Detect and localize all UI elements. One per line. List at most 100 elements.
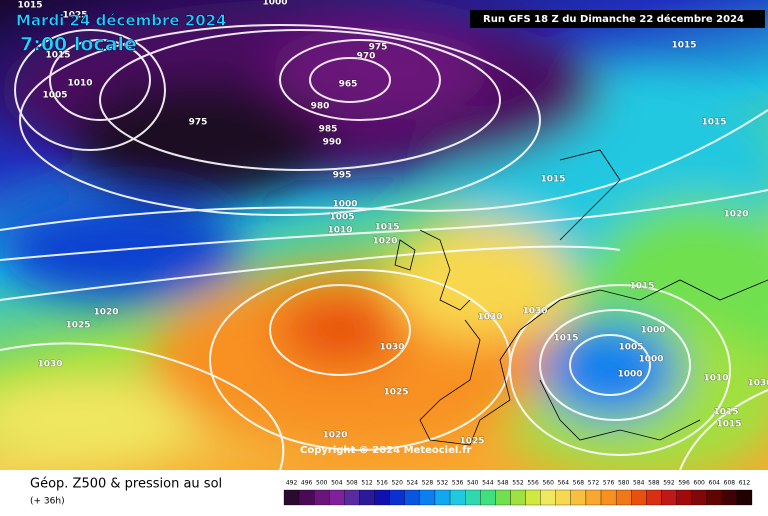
legend-swatch [646, 489, 662, 506]
isobar-label: 975 [369, 43, 388, 53]
legend-swatch [510, 489, 526, 506]
legend-swatch [374, 489, 390, 506]
legend-swatch [525, 489, 541, 506]
legend-swatch [314, 489, 330, 506]
isobar-label: 1030 [37, 360, 62, 370]
isobar-label: 1010 [327, 226, 352, 236]
legend-swatch [359, 489, 375, 506]
isobar-label: 1025 [383, 388, 408, 398]
legend-label: 500 [316, 480, 328, 487]
isobar-label: 1000 [262, 0, 287, 8]
legend-swatch [449, 489, 466, 506]
legend-label: 508 [346, 480, 358, 487]
legend-swatch [691, 489, 707, 506]
legend-label: 576 [603, 480, 615, 487]
isobar-label: 975 [189, 118, 208, 128]
isobar-label: 1020 [93, 308, 118, 318]
legend-label: 504 [331, 480, 343, 487]
legend-label: 540 [467, 480, 479, 487]
legend-label: 560 [542, 480, 554, 487]
legend-swatch [676, 489, 692, 506]
isobar-label: 1010 [67, 79, 92, 89]
legend-swatch [389, 489, 405, 506]
legend-swatch [329, 489, 345, 506]
legend-label: 556 [527, 480, 539, 487]
legend-swatch [721, 489, 738, 506]
isobar-label: 965 [339, 80, 358, 90]
isobar-label: 1030 [379, 343, 404, 353]
time: 7:00 locale [20, 34, 137, 56]
legend-swatch [585, 489, 602, 506]
isobar-label: 1025 [62, 11, 87, 21]
legend-swatch [480, 489, 496, 506]
isobar-label: 1015 [716, 420, 741, 430]
run-box [470, 10, 765, 28]
coastlines [394, 149, 768, 446]
isobar-label: 1015 [553, 334, 578, 344]
legend-label: 528 [422, 480, 434, 487]
isobar-label: 995 [333, 171, 352, 181]
isobar-label: 1010 [703, 374, 728, 384]
legend-swatch [540, 489, 556, 506]
legend-label: 592 [663, 480, 675, 487]
legend-swatch [570, 489, 587, 506]
legend-label: 608 [724, 480, 736, 487]
legend-swatch [404, 489, 421, 506]
isobar-label: 1015 [17, 1, 42, 11]
isobar-label: 970 [357, 52, 376, 62]
isobar-label: 1005 [42, 91, 67, 101]
footer-title: Géop. Z500 & pression au sol [30, 477, 222, 492]
isobar-label: 1015 [713, 408, 738, 418]
isobar-label: 1005 [618, 343, 643, 353]
legend-label: 580 [618, 480, 630, 487]
legend-swatch [615, 489, 632, 506]
isobar-label: 1015 [671, 41, 696, 51]
legend-swatch [419, 489, 436, 506]
legend-label: 512 [361, 480, 373, 487]
legend-label: 524 [407, 480, 419, 487]
legend-swatch [434, 489, 451, 506]
legend-label: 604 [709, 480, 721, 487]
isobar-label: 1000 [617, 370, 642, 380]
isobar-label: 1000 [638, 355, 663, 365]
isobar-label: 1015 [701, 118, 726, 128]
legend: 492 496 500 504 508 512 516 520 524 528 532 536 540 5… [283, 480, 753, 506]
isobar-label: 1020 [322, 431, 347, 441]
legend-swatch [495, 489, 511, 506]
isobar-label: 1015 [629, 282, 654, 292]
legend-label: 612 [739, 480, 751, 487]
legend-swatch [661, 489, 677, 506]
isobar-label: 1025 [65, 321, 90, 331]
legend-swatch [555, 489, 571, 506]
isobar-label: 985 [319, 125, 338, 135]
legend-label: 572 [588, 480, 600, 487]
footer-lead: (+ 36h) [30, 497, 65, 507]
legend-label: 568 [573, 480, 585, 487]
legend-label: 564 [558, 480, 570, 487]
legend-label: 596 [678, 480, 690, 487]
legend-label: 584 [633, 480, 645, 487]
legend-swatch [600, 489, 617, 506]
legend-label: 552 [512, 480, 524, 487]
isobar-label: 1030 [522, 307, 547, 317]
legend-swatch [298, 489, 315, 506]
isobar-label: 1020 [372, 237, 397, 247]
isobar-label: 1030 [747, 379, 768, 389]
legend-label: 496 [301, 480, 313, 487]
legend-label: 520 [391, 480, 403, 487]
legend-swatch [736, 489, 753, 506]
legend-label: 492 [286, 480, 298, 487]
legend-label: 536 [452, 480, 464, 487]
isobars [0, 24, 768, 471]
isobar-label: 980 [311, 102, 330, 112]
legend-label: 516 [376, 480, 388, 487]
isobar-label: 1015 [45, 51, 70, 61]
legend-swatch [631, 489, 647, 506]
isobar-label: 1005 [329, 213, 354, 223]
legend-label: 544 [482, 480, 494, 487]
isobar-label: 990 [323, 138, 342, 148]
isobar-label: 1030 [477, 313, 502, 323]
legend-swatch [283, 489, 300, 506]
isobar-label: 1025 [459, 437, 484, 447]
